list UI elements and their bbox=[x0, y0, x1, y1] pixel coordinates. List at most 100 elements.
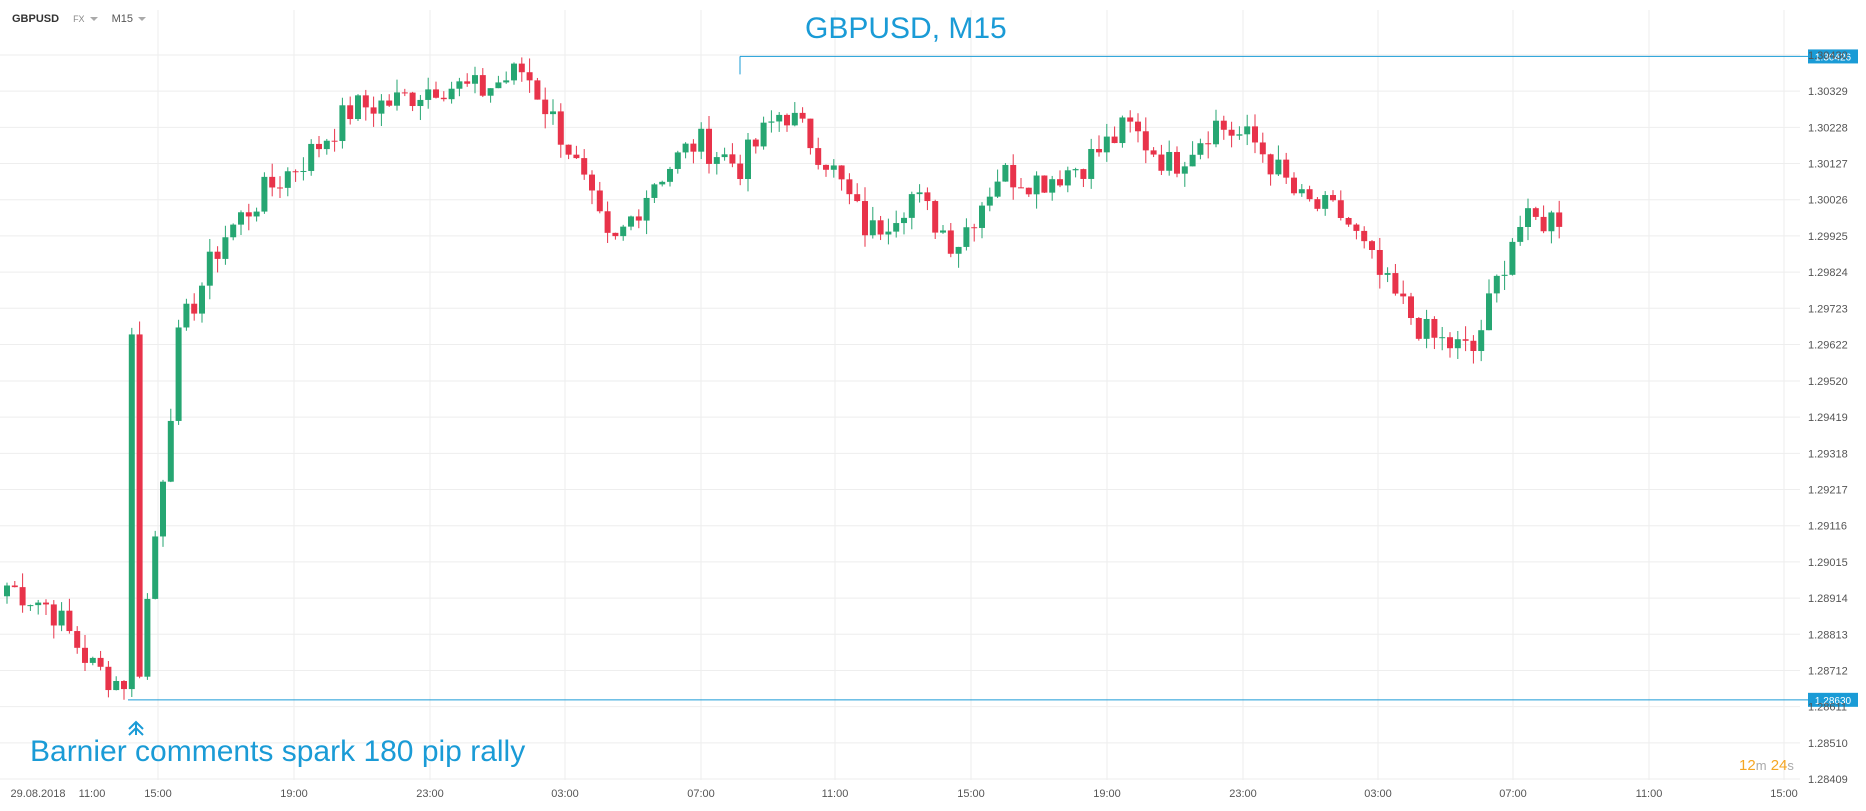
candle-body bbox=[331, 140, 338, 142]
candle-body bbox=[1181, 166, 1188, 174]
candle-body bbox=[752, 139, 759, 147]
candle-body bbox=[128, 334, 135, 690]
candle-body bbox=[1244, 126, 1251, 135]
high-line-label: 1.30426 bbox=[1815, 52, 1852, 63]
candle-body bbox=[1478, 330, 1485, 352]
candle-body bbox=[1033, 175, 1040, 195]
candle-body bbox=[737, 163, 744, 180]
candle-body bbox=[479, 75, 486, 96]
timer-seconds: 24 bbox=[1770, 757, 1788, 774]
candle-body bbox=[401, 92, 408, 94]
level-lines: 1.30426 1.28630 bbox=[128, 49, 1858, 707]
candle-body bbox=[729, 154, 736, 164]
candle-body bbox=[908, 194, 915, 218]
candle-body bbox=[1345, 217, 1352, 225]
candle-body bbox=[612, 232, 619, 237]
candle-body bbox=[464, 81, 471, 84]
candle-body bbox=[589, 174, 595, 191]
candle-body bbox=[620, 226, 627, 237]
candle-body bbox=[838, 165, 845, 180]
candle-body bbox=[277, 187, 283, 189]
x-tick-label: 15:00 bbox=[144, 788, 172, 800]
candle-body bbox=[1454, 339, 1461, 349]
candle-body bbox=[58, 610, 65, 626]
candle-body bbox=[35, 602, 42, 606]
x-tick-label: 03:00 bbox=[1364, 788, 1392, 800]
timer-seconds-unit: s bbox=[1787, 758, 1794, 773]
timeframe-dropdown[interactable]: M15 bbox=[112, 13, 146, 25]
x-tick-label: 15:00 bbox=[957, 788, 985, 800]
timeframe-label: M15 bbox=[111, 13, 133, 25]
candle-body bbox=[1337, 200, 1344, 218]
candle-body bbox=[1330, 195, 1336, 201]
candle-body bbox=[1540, 216, 1547, 232]
chart-title: GBPUSD, M15 bbox=[805, 12, 1007, 45]
candle-body bbox=[916, 192, 923, 195]
market-dropdown[interactable]: FX bbox=[73, 14, 98, 24]
candle-body bbox=[542, 99, 549, 115]
x-tick-label: 19:00 bbox=[280, 788, 308, 800]
candle-body bbox=[963, 227, 970, 247]
candle-body bbox=[503, 80, 510, 83]
candle-body bbox=[745, 139, 751, 180]
candle-body bbox=[651, 184, 658, 198]
y-tick-label: 1.30127 bbox=[1808, 159, 1848, 171]
candle-body bbox=[386, 100, 393, 106]
candle-body bbox=[1174, 151, 1180, 174]
candle-body bbox=[940, 230, 946, 233]
low-line-label-box bbox=[1808, 692, 1858, 707]
candle-body bbox=[456, 81, 463, 89]
candle-body bbox=[1111, 136, 1118, 144]
candle-body bbox=[885, 231, 892, 235]
candle-body bbox=[1142, 131, 1149, 151]
candle-body bbox=[581, 158, 588, 175]
candle-body bbox=[370, 107, 377, 114]
candle-body bbox=[1369, 241, 1375, 250]
candle-body bbox=[323, 140, 330, 150]
candle-body bbox=[721, 154, 728, 158]
y-tick-label: 1.28712 bbox=[1808, 665, 1848, 677]
x-tick-label: 03:00 bbox=[551, 788, 579, 800]
candle-body bbox=[191, 303, 198, 314]
candle-body bbox=[1236, 134, 1243, 136]
candle-body bbox=[1361, 230, 1368, 242]
y-tick-label: 1.29824 bbox=[1808, 267, 1848, 279]
candle-body bbox=[604, 211, 611, 233]
candle-body bbox=[994, 181, 1001, 197]
candle-body bbox=[144, 598, 151, 677]
candle-body bbox=[979, 205, 985, 228]
candle-body bbox=[893, 223, 900, 232]
candle-body bbox=[986, 196, 993, 206]
x-tick-label: 19:00 bbox=[1093, 788, 1121, 800]
y-tick-label: 1.29723 bbox=[1808, 303, 1848, 315]
candle-body bbox=[698, 128, 705, 152]
candle-body bbox=[667, 168, 673, 182]
candle-body bbox=[1205, 143, 1212, 145]
candle-body bbox=[1259, 142, 1266, 155]
candle-body bbox=[1080, 169, 1087, 179]
candle-body bbox=[300, 170, 307, 172]
candle-body bbox=[230, 224, 237, 238]
candle-body bbox=[316, 143, 322, 150]
candle-body bbox=[947, 230, 954, 254]
candle-body bbox=[659, 181, 666, 185]
candle-body bbox=[339, 105, 346, 142]
candle-body bbox=[417, 99, 424, 107]
candle-body bbox=[261, 176, 268, 212]
candle-body bbox=[245, 212, 252, 217]
candle-body bbox=[238, 212, 244, 225]
timer-minutes-unit: m bbox=[1755, 758, 1767, 773]
candle-body bbox=[557, 111, 564, 145]
candle-body bbox=[971, 227, 978, 229]
candle-body bbox=[253, 211, 260, 217]
y-tick-label: 1.29419 bbox=[1808, 412, 1848, 424]
candle-body bbox=[1423, 318, 1430, 339]
candle-body bbox=[167, 420, 174, 482]
candle-body bbox=[690, 143, 697, 152]
candle-body bbox=[1064, 170, 1071, 186]
y-tick-label: 1.29217 bbox=[1808, 485, 1848, 497]
candle-body bbox=[440, 97, 447, 100]
candle-body bbox=[877, 220, 884, 235]
y-tick-label: 1.30430 bbox=[1808, 50, 1848, 62]
